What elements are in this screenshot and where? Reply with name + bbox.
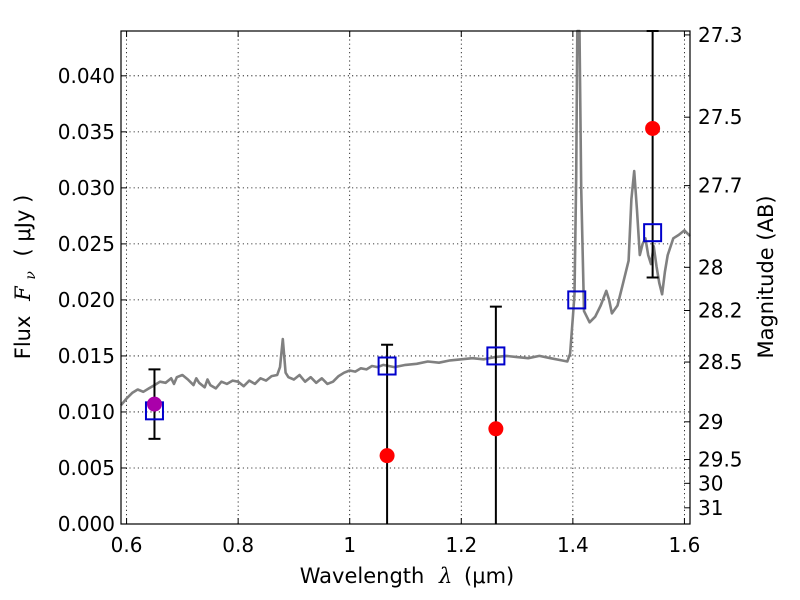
y-tick-label: 0.020 (58, 288, 115, 312)
magnitude-tick-label: 30 (698, 471, 723, 495)
axis-ticks (121, 31, 690, 525)
magnitude-tick-label: 28.5 (698, 350, 743, 374)
x-tick-label: 1.2 (445, 533, 477, 557)
magnitude-tick-label: 27.3 (698, 23, 743, 47)
magnitude-tick-label: 31 (698, 496, 723, 520)
y-tick-label: 0.005 (58, 456, 115, 480)
y-tick-label: 0.035 (58, 120, 115, 144)
square-marker (377, 356, 397, 376)
data-markers (144, 120, 663, 464)
magnitude-tick-label: 29 (698, 410, 723, 434)
circle-marker (379, 448, 395, 464)
model-spectrum (120, 29, 691, 407)
square-marker (486, 346, 506, 366)
x-tick-label: 0.6 (111, 533, 143, 557)
circle-marker (645, 120, 661, 136)
square-marker (567, 290, 587, 310)
y-tick-label: 0.040 (58, 64, 115, 88)
x-tick-label: 1.4 (557, 533, 589, 557)
magnitude-tick-label: 27.7 (698, 174, 743, 198)
circle-marker (488, 421, 504, 437)
x-tick-label: 0.8 (222, 533, 254, 557)
y-tick-label: 0.010 (58, 400, 115, 424)
x-tick-label: 1.6 (669, 533, 701, 557)
y-tick-label: 0.015 (58, 344, 115, 368)
magnitude-tick-label: 27.5 (698, 105, 743, 129)
tick-labels: 0.6 0.8 1 1.2 1.4 1.6 0.000 0.005 0.010 0.015 0.02… (58, 23, 743, 557)
y-tick-label: 0.030 (58, 176, 115, 200)
y-tick-label: 0.025 (58, 232, 115, 256)
plot-frame (120, 30, 691, 525)
magnitude-tick-label: 28 (698, 255, 723, 279)
y-tick-label: 0.000 (58, 512, 115, 536)
magnitude-tick-label: 28.2 (698, 299, 743, 323)
square-marker (643, 223, 663, 243)
magnitude-axis-title: Magnitude (AB) (754, 195, 778, 358)
grid-lines (121, 31, 690, 525)
circle-marker (146, 396, 162, 412)
y-axis-title: Flux F ν ( μJy ) (11, 195, 40, 360)
x-axis-title: Wavelength λ (μm) (300, 564, 514, 588)
spectrum-line (120, 29, 691, 407)
magnitude-tick-label: 29.5 (698, 448, 743, 472)
x-tick-label: 1 (343, 533, 356, 557)
